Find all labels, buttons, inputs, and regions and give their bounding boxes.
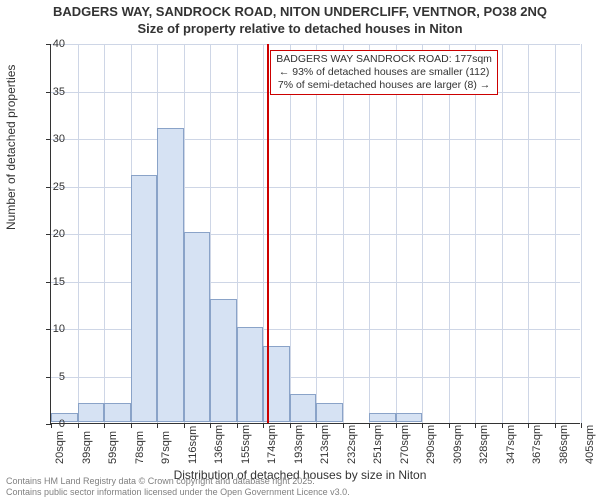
reference-line	[267, 44, 269, 423]
grid-line-v	[422, 44, 423, 423]
x-tick-mark	[528, 423, 529, 428]
chart-title: BADGERS WAY, SANDROCK ROAD, NITON UNDERC…	[0, 0, 600, 38]
grid-line-v	[449, 44, 450, 423]
histogram-bar	[396, 413, 423, 423]
histogram-bar	[184, 232, 211, 422]
y-axis-label: Number of detached properties	[4, 65, 18, 230]
x-tick-mark	[237, 423, 238, 428]
x-tick-label: 251sqm	[372, 425, 384, 464]
grid-line-v	[581, 44, 582, 423]
grid-line-v	[104, 44, 105, 423]
x-tick-mark	[396, 423, 397, 428]
grid-line-v	[396, 44, 397, 423]
x-tick-label: 290sqm	[425, 425, 437, 464]
x-tick-mark	[475, 423, 476, 428]
histogram-bar	[131, 175, 158, 422]
x-tick-label: 367sqm	[531, 425, 543, 464]
plot-area	[50, 44, 580, 424]
grid-line-v	[528, 44, 529, 423]
grid-line-v	[343, 44, 344, 423]
grid-line-v	[316, 44, 317, 423]
x-tick-mark	[422, 423, 423, 428]
x-tick-label: 328sqm	[478, 425, 490, 464]
x-tick-label: 39sqm	[81, 431, 93, 464]
x-tick-label: 213sqm	[319, 425, 331, 464]
x-tick-mark	[369, 423, 370, 428]
x-tick-label: 174sqm	[266, 425, 278, 464]
x-tick-mark	[343, 423, 344, 428]
x-tick-mark	[157, 423, 158, 428]
histogram-bar	[237, 327, 264, 422]
y-tick-label: 0	[39, 418, 65, 430]
annotation-line: 7% of semi-detached houses are larger (8…	[276, 79, 492, 92]
x-tick-mark	[263, 423, 264, 428]
footer-line-2: Contains public sector information licen…	[6, 487, 350, 498]
x-tick-label: 193sqm	[293, 425, 305, 464]
footer-attribution: Contains HM Land Registry data © Crown c…	[6, 476, 350, 498]
x-tick-mark	[581, 423, 582, 428]
x-tick-mark	[131, 423, 132, 428]
histogram-bar	[210, 299, 237, 423]
x-tick-label: 116sqm	[187, 426, 199, 464]
histogram-bar	[290, 394, 317, 423]
x-tick-label: 136sqm	[213, 425, 225, 464]
chart-area: BADGERS WAY SANDROCK ROAD: 177sqm← 93% o…	[50, 44, 580, 424]
grid-line-v	[78, 44, 79, 423]
x-tick-mark	[290, 423, 291, 428]
y-tick-label: 5	[39, 371, 65, 383]
y-tick-label: 40	[39, 38, 65, 50]
title-line-2: Size of property relative to detached ho…	[0, 21, 600, 38]
grid-line-v	[369, 44, 370, 423]
histogram-bar	[316, 403, 343, 422]
x-tick-label: 405sqm	[584, 425, 596, 464]
x-tick-label: 97sqm	[160, 431, 172, 464]
histogram-bar	[104, 403, 131, 422]
y-tick-label: 15	[39, 276, 65, 288]
histogram-bar	[157, 128, 184, 423]
x-tick-label: 347sqm	[505, 425, 517, 464]
chart-container: BADGERS WAY, SANDROCK ROAD, NITON UNDERC…	[0, 0, 600, 500]
x-tick-label: 59sqm	[107, 431, 119, 464]
x-tick-label: 20sqm	[54, 431, 66, 464]
x-tick-mark	[104, 423, 105, 428]
annotation-box: BADGERS WAY SANDROCK ROAD: 177sqm← 93% o…	[270, 50, 498, 95]
footer-line-1: Contains HM Land Registry data © Crown c…	[6, 476, 350, 487]
x-tick-mark	[555, 423, 556, 428]
annotation-line: BADGERS WAY SANDROCK ROAD: 177sqm	[276, 53, 492, 66]
x-tick-label: 155sqm	[240, 425, 252, 464]
grid-line-v	[555, 44, 556, 423]
y-tick-label: 35	[39, 86, 65, 98]
grid-line-v	[290, 44, 291, 423]
histogram-bar	[78, 403, 105, 422]
x-tick-label: 386sqm	[558, 425, 570, 464]
x-tick-mark	[449, 423, 450, 428]
x-tick-label: 232sqm	[346, 425, 358, 464]
y-tick-label: 10	[39, 323, 65, 335]
x-tick-mark	[78, 423, 79, 428]
x-tick-label: 309sqm	[452, 425, 464, 464]
x-tick-label: 270sqm	[399, 425, 411, 464]
x-tick-mark	[502, 423, 503, 428]
x-tick-mark	[210, 423, 211, 428]
x-tick-mark	[184, 423, 185, 428]
x-tick-label: 78sqm	[134, 431, 146, 464]
grid-line-v	[475, 44, 476, 423]
histogram-bar	[369, 413, 396, 423]
title-line-1: BADGERS WAY, SANDROCK ROAD, NITON UNDERC…	[0, 4, 600, 21]
y-tick-label: 25	[39, 181, 65, 193]
annotation-line: ← 93% of detached houses are smaller (11…	[276, 66, 492, 79]
y-tick-label: 20	[39, 228, 65, 240]
y-tick-label: 30	[39, 133, 65, 145]
grid-line-v	[502, 44, 503, 423]
x-tick-mark	[316, 423, 317, 428]
